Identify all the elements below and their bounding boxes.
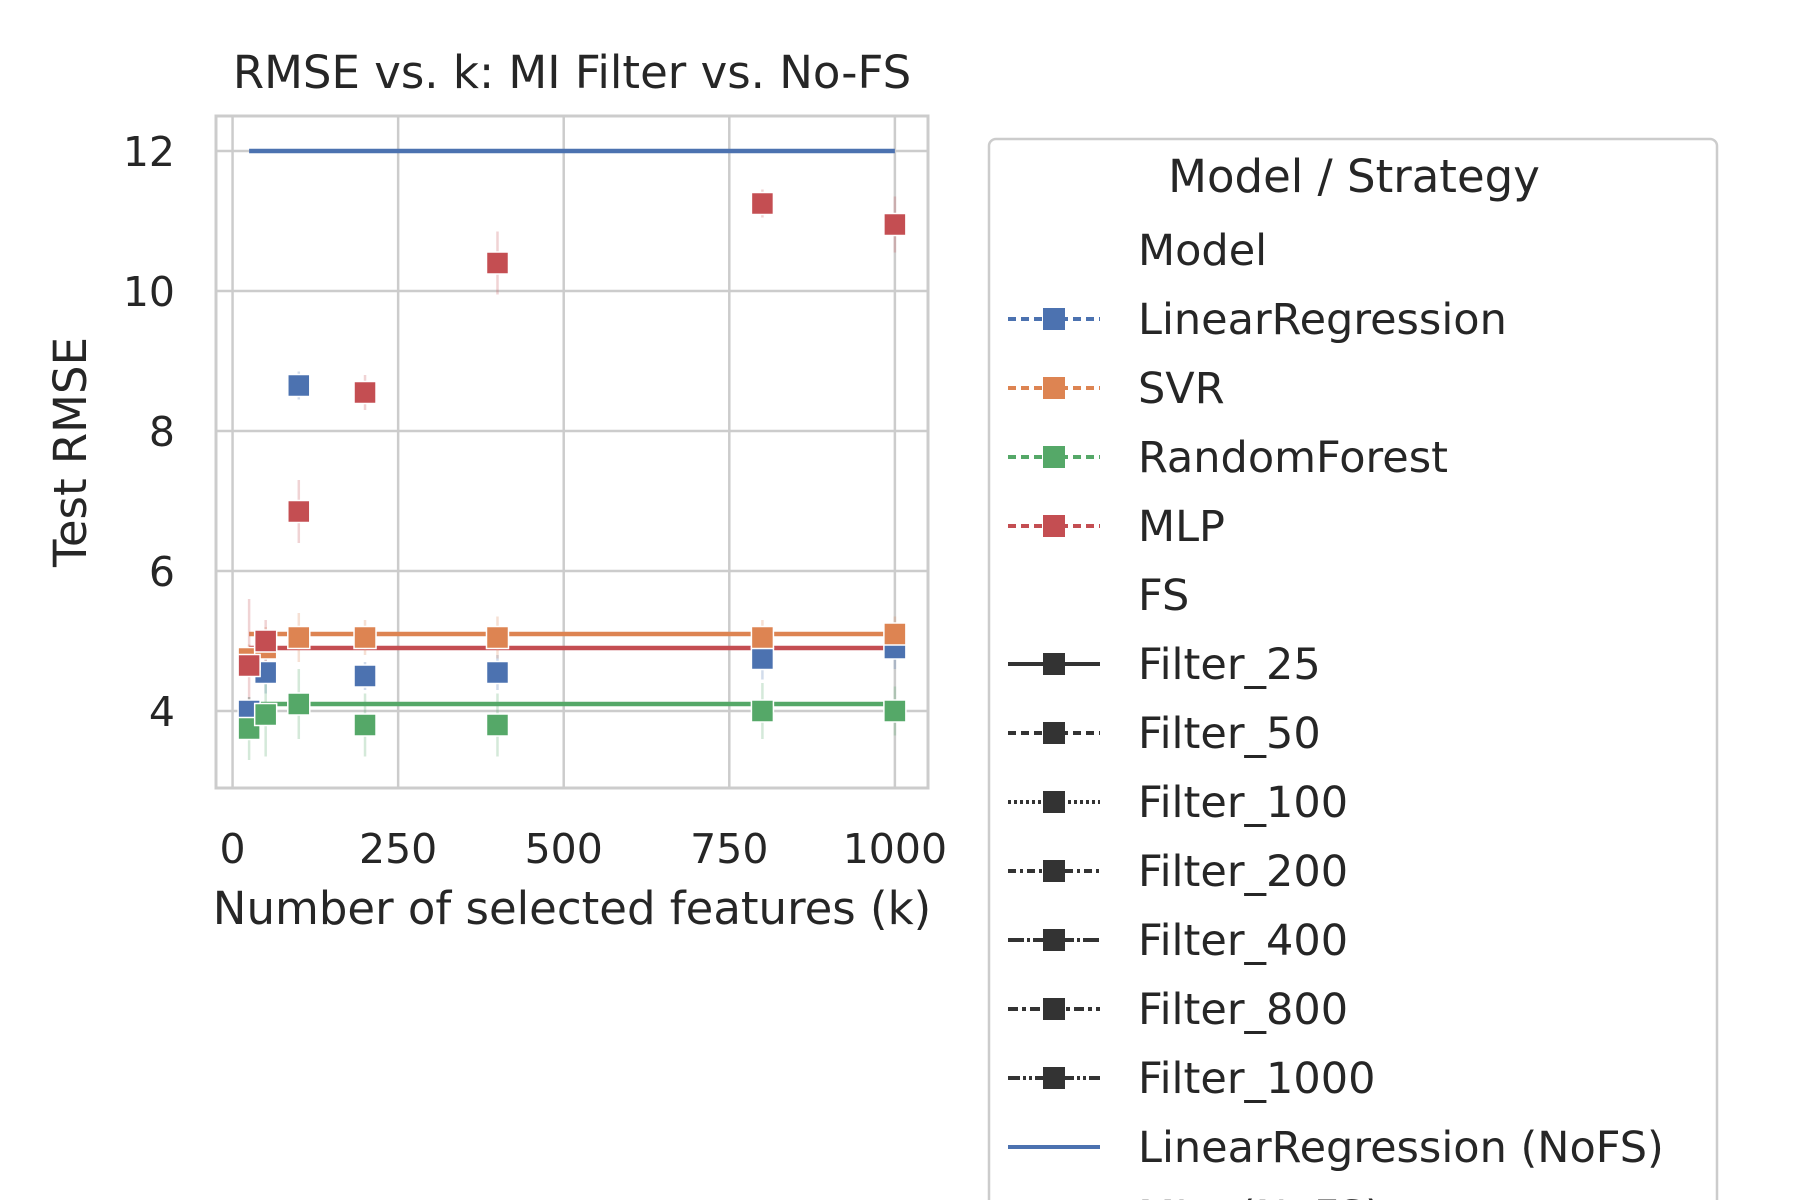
legend-title: Model / Strategy [1168, 150, 1540, 203]
legend-label: Filter_100 [1138, 778, 1348, 828]
data-point [883, 212, 907, 237]
data-point [883, 622, 907, 646]
data-point [750, 191, 775, 216]
data-point [353, 625, 377, 650]
legend-label: MLP (NoFS) [1138, 1192, 1382, 1200]
y-tick-label: 4 [149, 688, 175, 736]
x-tick-label: 500 [525, 825, 603, 873]
x-tick-label: 1000 [843, 825, 947, 873]
y-axis-label: Test RMSE [44, 337, 97, 568]
plot-background [216, 116, 928, 788]
legend-marker [1043, 446, 1065, 468]
legend-label: MLP [1138, 502, 1225, 552]
legend-label: RandomForest [1138, 433, 1448, 483]
legend: Model / Strategy Model LinearRegression SV… [987, 137, 1719, 1200]
y-tick-label: 12 [123, 128, 175, 176]
data-point [353, 380, 377, 405]
y-tick-label: 6 [149, 548, 175, 596]
x-tick-label: 750 [690, 825, 768, 873]
legend-marker [1043, 791, 1065, 813]
legend-marker [1043, 722, 1065, 744]
data-point [883, 699, 907, 723]
data-point [750, 646, 775, 671]
data-point [485, 713, 510, 737]
legend-marker [1043, 515, 1065, 537]
x-tick-label: 250 [359, 825, 437, 873]
x-axis-label: Number of selected features (k) [213, 882, 931, 935]
plot-area [214, 114, 930, 790]
data-point [750, 625, 775, 650]
data-point [353, 713, 377, 737]
data-points [237, 191, 907, 741]
legend-label: Filter_200 [1138, 847, 1348, 897]
legend-marker [1043, 929, 1065, 951]
data-point [253, 702, 278, 727]
data-point [253, 629, 278, 653]
data-point [237, 653, 261, 678]
data-point [750, 699, 775, 723]
legend-marker [1043, 377, 1065, 399]
data-point [485, 251, 510, 275]
data-point [287, 692, 311, 716]
chart-title: RMSE vs. k: MI Filter vs. No-FS [233, 46, 911, 99]
y-tick-label: 8 [149, 408, 175, 456]
data-point [287, 373, 311, 398]
legend-marker [1043, 308, 1065, 330]
y-tick-labels: 4 6 8 10 12 [123, 128, 175, 736]
plot-frame [214, 114, 930, 790]
y-tick-label: 10 [123, 268, 175, 316]
legend-marker [1043, 653, 1065, 675]
legend-header: FS [1138, 571, 1189, 621]
legend-label: Filter_800 [1138, 985, 1348, 1035]
legend-header: Model [1138, 226, 1267, 276]
data-point [287, 499, 311, 524]
data-point [485, 625, 510, 650]
legend-label: Filter_1000 [1138, 1054, 1375, 1104]
legend-label: SVR [1138, 364, 1225, 414]
legend-entries: Model LinearRegression SVR RandomForest MLP F… [1008, 226, 1664, 1200]
data-point [287, 625, 311, 650]
data-point [485, 660, 510, 685]
x-tick-label: 0 [220, 825, 246, 873]
x-tick-labels: 0 250 500 750 1000 [220, 825, 948, 873]
legend-label: Filter_25 [1138, 640, 1321, 690]
legend-label: LinearRegression (NoFS) [1138, 1123, 1664, 1173]
data-point [353, 664, 377, 688]
legend-marker [1043, 998, 1065, 1020]
legend-label: LinearRegression [1138, 295, 1507, 345]
legend-label: Filter_50 [1138, 709, 1321, 759]
legend-marker [1043, 1067, 1065, 1089]
legend-marker [1043, 860, 1065, 882]
legend-box [987, 137, 1719, 1200]
legend-label: Filter_400 [1138, 916, 1348, 966]
